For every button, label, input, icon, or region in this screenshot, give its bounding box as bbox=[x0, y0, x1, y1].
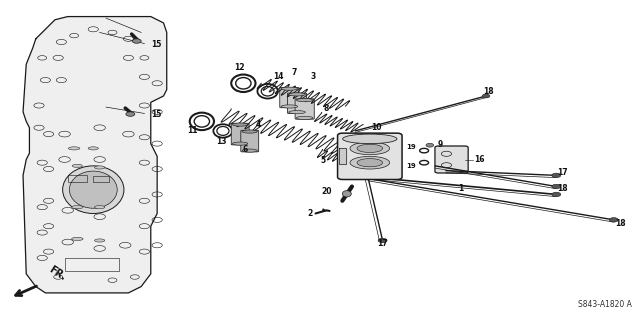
Ellipse shape bbox=[95, 166, 105, 169]
Ellipse shape bbox=[342, 134, 397, 144]
Text: 18: 18 bbox=[557, 184, 568, 193]
Text: 8: 8 bbox=[324, 104, 329, 113]
Text: 15: 15 bbox=[151, 110, 161, 119]
Circle shape bbox=[126, 112, 135, 116]
Ellipse shape bbox=[72, 237, 83, 241]
Text: 17: 17 bbox=[557, 168, 568, 177]
Text: 14: 14 bbox=[273, 72, 284, 81]
FancyBboxPatch shape bbox=[287, 93, 307, 114]
Ellipse shape bbox=[69, 171, 117, 208]
Text: 1: 1 bbox=[458, 184, 463, 193]
Ellipse shape bbox=[242, 130, 257, 133]
Text: 2: 2 bbox=[307, 209, 312, 218]
Text: 17: 17 bbox=[377, 239, 388, 248]
Bar bbox=[93, 176, 109, 182]
Circle shape bbox=[378, 238, 387, 243]
Ellipse shape bbox=[289, 111, 305, 114]
Text: 19: 19 bbox=[406, 145, 416, 151]
Ellipse shape bbox=[281, 87, 298, 90]
FancyBboxPatch shape bbox=[337, 133, 402, 180]
Ellipse shape bbox=[350, 142, 390, 155]
Circle shape bbox=[132, 39, 141, 43]
Ellipse shape bbox=[357, 159, 383, 167]
Polygon shape bbox=[339, 148, 346, 164]
Circle shape bbox=[609, 218, 618, 222]
Text: 4: 4 bbox=[256, 120, 261, 129]
Bar bbox=[68, 175, 87, 182]
Ellipse shape bbox=[95, 205, 105, 209]
Ellipse shape bbox=[63, 166, 124, 213]
Text: 12: 12 bbox=[234, 63, 244, 72]
Text: 15: 15 bbox=[151, 40, 161, 49]
Polygon shape bbox=[23, 17, 167, 293]
Ellipse shape bbox=[68, 147, 80, 150]
Bar bbox=[65, 258, 119, 271]
Circle shape bbox=[552, 184, 561, 189]
Text: 10: 10 bbox=[371, 123, 381, 132]
Ellipse shape bbox=[232, 123, 248, 126]
FancyBboxPatch shape bbox=[241, 130, 259, 152]
Text: 18: 18 bbox=[615, 219, 626, 227]
FancyBboxPatch shape bbox=[280, 87, 299, 108]
FancyBboxPatch shape bbox=[231, 123, 249, 145]
FancyBboxPatch shape bbox=[295, 99, 314, 119]
Ellipse shape bbox=[95, 239, 105, 242]
Ellipse shape bbox=[342, 191, 351, 197]
Text: 3: 3 bbox=[310, 72, 316, 81]
Ellipse shape bbox=[350, 156, 390, 169]
Text: 20: 20 bbox=[321, 187, 332, 196]
Text: 18: 18 bbox=[483, 87, 493, 96]
Text: 13: 13 bbox=[216, 137, 227, 145]
Ellipse shape bbox=[296, 99, 313, 102]
Text: FR.: FR. bbox=[47, 264, 68, 282]
Text: S843-A1820 A: S843-A1820 A bbox=[578, 300, 632, 309]
Ellipse shape bbox=[72, 164, 83, 167]
Circle shape bbox=[552, 173, 561, 178]
Text: 19: 19 bbox=[406, 163, 416, 169]
Text: 7: 7 bbox=[291, 68, 296, 77]
FancyBboxPatch shape bbox=[435, 146, 468, 173]
Ellipse shape bbox=[242, 149, 257, 152]
Ellipse shape bbox=[296, 116, 313, 120]
Ellipse shape bbox=[281, 105, 298, 108]
Ellipse shape bbox=[72, 205, 83, 209]
Text: 11: 11 bbox=[187, 126, 198, 135]
Text: 16: 16 bbox=[474, 155, 485, 164]
Ellipse shape bbox=[289, 93, 305, 96]
Circle shape bbox=[482, 94, 490, 98]
Circle shape bbox=[426, 143, 434, 147]
Text: 9: 9 bbox=[438, 140, 443, 149]
Text: 6: 6 bbox=[243, 145, 248, 154]
Circle shape bbox=[552, 192, 561, 197]
Ellipse shape bbox=[357, 144, 383, 152]
Ellipse shape bbox=[232, 142, 248, 145]
Ellipse shape bbox=[88, 147, 99, 150]
Text: 5: 5 bbox=[320, 156, 325, 165]
